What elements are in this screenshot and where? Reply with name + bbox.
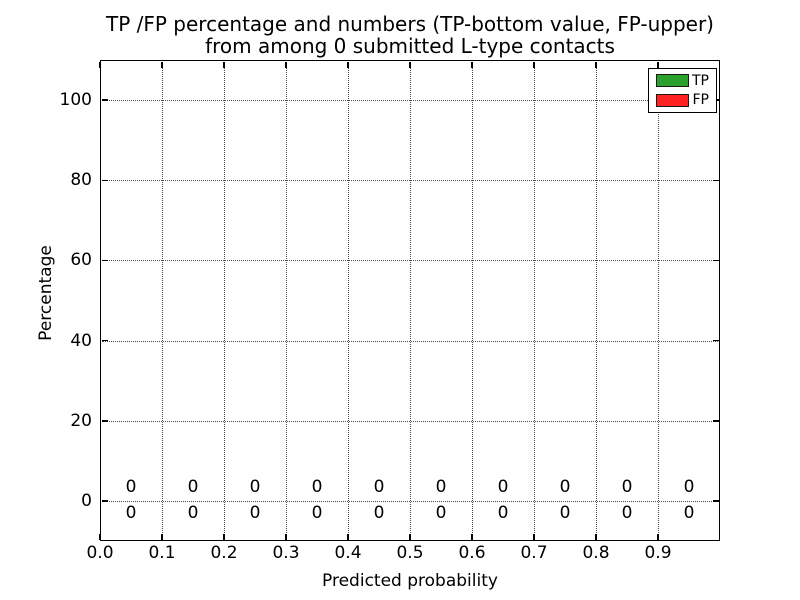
y-tick-label: 20 — [70, 410, 92, 431]
x-tick-label: 0.6 — [458, 543, 486, 563]
y-tick-label: 40 — [70, 330, 92, 351]
y-tickmark-left — [101, 339, 108, 342]
tp-count-label: 0 — [125, 502, 137, 523]
x-tickmark-bottom — [595, 533, 597, 540]
tp-count-label: 0 — [497, 502, 509, 523]
x-axis-label: Predicted probability — [322, 571, 498, 591]
legend-label-fp: FP — [692, 92, 710, 109]
gridline-vertical — [472, 62, 473, 539]
fp-count-label: 0 — [373, 476, 385, 497]
x-tick-label: 0.2 — [210, 543, 238, 563]
x-tick-label: 0.7 — [520, 543, 548, 563]
chart-title-line-2: from among 0 submitted L-type contacts — [205, 34, 615, 58]
fp-count-label: 0 — [435, 476, 447, 497]
gridline-vertical — [410, 62, 411, 539]
y-tickmark-left — [101, 99, 108, 101]
tp-count-label: 0 — [621, 502, 633, 523]
chart-title-line-1: TP /FP percentage and numbers (TP-bottom… — [106, 12, 714, 36]
x-tickmark-top — [161, 61, 163, 68]
x-tickmark-top — [99, 61, 101, 68]
y-tickmark-left — [101, 179, 108, 181]
tp-count-label: 0 — [187, 502, 199, 523]
x-tick-label: 0.8 — [582, 543, 610, 563]
tp-count-label: 0 — [311, 502, 323, 523]
gridline-vertical — [348, 62, 349, 539]
x-tickmark-bottom — [657, 533, 659, 540]
fp-count-label: 0 — [125, 476, 137, 497]
x-tick-label: 0.9 — [644, 543, 672, 563]
tp-color-swatch — [656, 74, 689, 88]
gridline-vertical — [658, 62, 659, 539]
y-tickmark-left — [101, 500, 108, 502]
x-tick-label: 0.5 — [396, 543, 424, 563]
x-tick-label: 0.3 — [272, 543, 300, 563]
x-tickmark-top — [595, 61, 597, 68]
gridline-vertical — [596, 62, 597, 539]
legend: TP FP — [648, 68, 717, 113]
y-tick-label: 80 — [70, 170, 92, 191]
x-tickmark-bottom — [409, 533, 411, 540]
tp-count-label: 0 — [435, 502, 447, 523]
x-tickmark-bottom — [223, 533, 225, 540]
fp-count-label: 0 — [311, 476, 323, 497]
x-tickmark-top — [533, 61, 535, 68]
y-tickmark-left — [101, 420, 108, 422]
x-tickmark-bottom — [347, 533, 349, 540]
x-tick-label: 0.0 — [86, 543, 114, 563]
y-tickmark-right — [712, 420, 719, 422]
x-tickmark-top — [223, 61, 225, 68]
fp-color-swatch — [656, 93, 689, 107]
legend-label-tp: TP — [692, 72, 709, 89]
y-tickmark-right — [712, 500, 719, 502]
y-tick-label: 0 — [81, 490, 92, 511]
y-tickmark-right — [712, 339, 719, 342]
x-tickmark-bottom — [285, 533, 287, 540]
x-tickmark-top — [285, 61, 287, 68]
x-tickmark-bottom — [533, 533, 535, 540]
x-tick-label: 0.1 — [148, 543, 176, 563]
gridline-vertical — [224, 62, 225, 539]
x-tick-label: 0.4 — [334, 543, 362, 563]
y-tickmark-right — [712, 179, 719, 181]
chart-title: TP /FP percentage and numbers (TP-bottom… — [10, 13, 800, 57]
gridline-vertical — [162, 62, 163, 539]
gridline-vertical — [534, 62, 535, 539]
x-tickmark-top — [657, 61, 659, 68]
fp-count-label: 0 — [559, 476, 571, 497]
y-tickmark-right — [712, 259, 719, 262]
x-tickmark-bottom — [99, 533, 101, 540]
fp-count-label: 0 — [187, 476, 199, 497]
y-tick-label: 60 — [70, 250, 92, 271]
x-tickmark-top — [471, 61, 473, 68]
x-tickmark-bottom — [161, 533, 163, 540]
fp-count-label: 0 — [497, 476, 509, 497]
tp-count-label: 0 — [373, 502, 385, 523]
fp-count-label: 0 — [249, 476, 261, 497]
y-tickmark-left — [101, 259, 108, 262]
x-tickmark-top — [347, 61, 349, 68]
legend-entry-fp: FP — [656, 93, 709, 107]
x-tickmark-top — [409, 61, 411, 68]
tp-count-label: 0 — [683, 502, 695, 523]
legend-entry-tp: TP — [656, 74, 709, 88]
gridline-vertical — [286, 62, 287, 539]
tp-count-label: 0 — [559, 502, 571, 523]
y-axis-label: Percentage — [36, 245, 56, 341]
fp-count-label: 0 — [683, 476, 695, 497]
y-tick-label: 100 — [59, 90, 92, 111]
x-tickmark-bottom — [471, 533, 473, 540]
fp-count-label: 0 — [621, 476, 633, 497]
tp-count-label: 0 — [249, 502, 261, 523]
